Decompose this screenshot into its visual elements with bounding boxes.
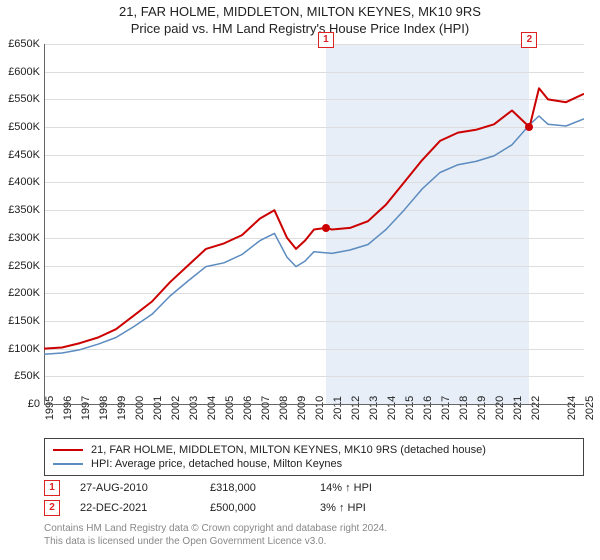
y-tick-label: £250K (8, 260, 40, 272)
series-subject (44, 88, 584, 348)
y-tick-label: £450K (8, 149, 40, 161)
footer-line2: This data is licensed under the Open Gov… (44, 535, 584, 548)
footer-attribution: Contains HM Land Registry data © Crown c… (44, 522, 584, 548)
sale-row-date: 22-DEC-2021 (80, 502, 190, 514)
sale-row-diff: 14% ↑ HPI (320, 482, 410, 494)
series-hpi (44, 116, 584, 354)
y-tick-label: £400K (8, 176, 40, 188)
y-tick-label: £350K (8, 204, 40, 216)
y-tick-label: £500K (8, 121, 40, 133)
footer-line1: Contains HM Land Registry data © Crown c… (44, 522, 584, 535)
y-tick-label: £50K (14, 370, 40, 382)
sale-row-diff: 3% ↑ HPI (320, 502, 410, 514)
legend-swatch (53, 449, 83, 451)
y-tick-label: £550K (8, 93, 40, 105)
y-tick-label: £650K (8, 38, 40, 50)
sale-row-marker: 1 (44, 480, 60, 496)
sale-dot-1 (322, 224, 330, 232)
legend-swatch (53, 463, 83, 465)
legend-label: 21, FAR HOLME, MIDDLETON, MILTON KEYNES,… (91, 444, 486, 456)
sale-row: 2 22-DEC-2021 £500,000 3% ↑ HPI (44, 498, 584, 518)
y-tick-label: £0 (28, 398, 40, 410)
legend-box: 21, FAR HOLME, MIDDLETON, MILTON KEYNES,… (44, 438, 584, 476)
sale-row-price: £318,000 (210, 482, 300, 494)
legend-label: HPI: Average price, detached house, Milt… (91, 458, 342, 470)
sale-marker-1: 1 (318, 32, 334, 48)
y-tick-label: £300K (8, 232, 40, 244)
y-tick-label: £100K (8, 343, 40, 355)
x-axis (44, 404, 584, 405)
sale-marker-2: 2 (521, 32, 537, 48)
plot-svg (44, 44, 584, 404)
sale-row-date: 27-AUG-2010 (80, 482, 190, 494)
sale-row-marker: 2 (44, 500, 60, 516)
y-tick-label: £600K (8, 66, 40, 78)
y-tick-label: £200K (8, 287, 40, 299)
legend-row: HPI: Average price, detached house, Milt… (53, 457, 575, 471)
y-tick-label: £150K (8, 315, 40, 327)
sale-row-price: £500,000 (210, 502, 300, 514)
chart-title-subtitle: Price paid vs. HM Land Registry's House … (0, 21, 600, 38)
sale-row: 1 27-AUG-2010 £318,000 14% ↑ HPI (44, 478, 584, 498)
x-tick-label: 2025 (584, 396, 596, 420)
legend-row: 21, FAR HOLME, MIDDLETON, MILTON KEYNES,… (53, 443, 575, 457)
chart-title-address: 21, FAR HOLME, MIDDLETON, MILTON KEYNES,… (0, 4, 600, 21)
chart-area: £0£50K£100K£150K£200K£250K£300K£350K£400… (44, 44, 584, 404)
sale-dot-2 (525, 123, 533, 131)
sales-table: 1 27-AUG-2010 £318,000 14% ↑ HPI 2 22-DEC-202… (44, 478, 584, 518)
